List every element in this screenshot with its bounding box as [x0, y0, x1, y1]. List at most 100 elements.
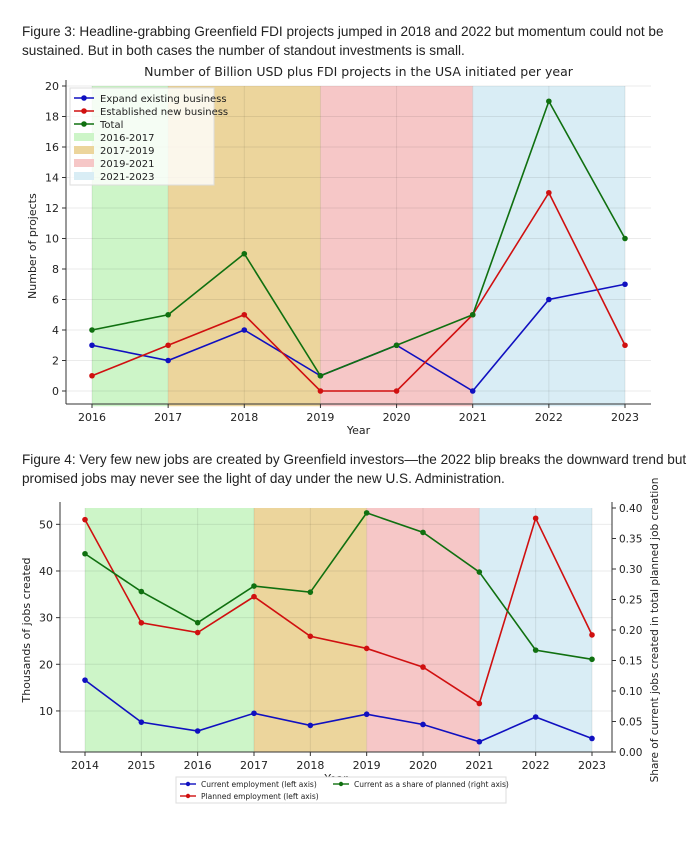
y-tick-label: 18 [45, 111, 59, 124]
y-tick-label: 0 [52, 385, 59, 398]
x-tick-label: 2020 [383, 411, 411, 424]
data-point [546, 296, 552, 303]
x-tick-label: 2019 [353, 759, 381, 772]
y-tick-label: 16 [45, 141, 59, 154]
y-tick-label: 20 [39, 658, 53, 671]
data-point [251, 710, 257, 717]
legend-swatch [74, 146, 94, 154]
data-point [241, 250, 248, 257]
legend-swatch [74, 133, 94, 141]
legend-swatch [74, 159, 94, 167]
span-0 [85, 508, 254, 752]
right-tick-label: 0.00 [619, 747, 642, 759]
chart-title: Number of Billion USD plus FDI projects … [144, 64, 574, 79]
data-point [622, 281, 628, 288]
data-point [532, 714, 539, 720]
data-point [194, 619, 201, 626]
data-point [138, 588, 145, 595]
legend-marker [81, 95, 87, 101]
data-point [194, 629, 201, 636]
right-axis-label: Share of current jobs created in total p… [649, 478, 661, 783]
data-point [82, 677, 88, 683]
right-tick-label: 0.40 [619, 503, 642, 515]
data-point [532, 647, 539, 653]
x-tick-label: 2018 [230, 411, 258, 424]
data-point [622, 342, 628, 349]
y-axis-label: Number of projects [26, 193, 39, 299]
y-tick-label: 12 [45, 202, 59, 215]
data-point [138, 619, 145, 626]
x-tick-label: 2021 [465, 759, 493, 772]
data-point [393, 342, 400, 349]
right-tick-label: 0.10 [619, 686, 642, 698]
data-point [363, 645, 370, 652]
series-line-2 [91, 99, 626, 377]
data-point [82, 516, 88, 523]
legend-label: Planned employment (left axis) [201, 792, 319, 801]
series-line-1 [91, 191, 626, 392]
x-tick-label: 2016 [184, 759, 212, 772]
legend-label: Established new business [100, 107, 228, 118]
y-tick-label: 10 [39, 705, 53, 718]
data-point [420, 529, 426, 536]
figure-4-caption: Figure 4: Very few new jobs are created … [22, 452, 687, 486]
data-point [307, 589, 314, 595]
data-point [317, 372, 324, 379]
legend-label: 2017-2019 [100, 146, 155, 157]
data-point [546, 98, 552, 105]
legend-box [69, 87, 215, 186]
data-point [622, 235, 628, 242]
data-point [589, 656, 595, 663]
legend-marker [338, 781, 344, 787]
right-tick-label: 0.25 [619, 595, 642, 607]
data-point [420, 721, 426, 728]
y-tick-label: 2 [52, 355, 59, 368]
y-axis-label: Thousands of jobs created [20, 557, 33, 703]
right-tick-label: 0.30 [619, 564, 642, 576]
data-point [476, 738, 483, 745]
span-2 [320, 86, 473, 407]
y-tick-label: 6 [52, 294, 59, 307]
x-tick-label: 2023 [578, 759, 606, 772]
data-point [241, 327, 248, 333]
data-point [165, 357, 171, 364]
data-point [241, 311, 248, 318]
data-point [138, 719, 145, 725]
data-point [165, 311, 171, 318]
legend-marker [185, 781, 191, 787]
figure-3-caption: Figure 3: Headline-grabbing Greenfield F… [22, 24, 664, 58]
right-tick-label: 0.35 [619, 534, 642, 546]
data-point [307, 722, 314, 729]
legend-marker [81, 121, 87, 127]
x-tick-label: 2016 [78, 411, 106, 424]
data-point [589, 632, 595, 638]
legend-marker [81, 108, 87, 114]
x-tick-label: 2023 [611, 411, 639, 424]
data-point [393, 388, 400, 394]
legend-label: 2019-2021 [100, 159, 155, 170]
legend-box [175, 776, 507, 804]
data-point [89, 327, 95, 333]
y-tick-label: 40 [39, 565, 53, 578]
data-point [363, 510, 370, 516]
x-axis-label: Year [346, 424, 371, 437]
data-point [82, 550, 88, 557]
y-tick-label: 50 [39, 518, 53, 531]
x-tick-label: 2019 [306, 411, 334, 424]
x-tick-label: 2022 [535, 411, 563, 424]
span-2 [366, 508, 480, 752]
data-point [307, 633, 314, 640]
y-tick-label: 14 [45, 172, 59, 185]
legend-label: 2016-2017 [100, 133, 155, 144]
chart-projects: 0 2 4 6 8 10 12 14 16 18 20 2016 2017 2018 2019 2020 202… [26, 64, 651, 437]
data-point [546, 189, 552, 196]
right-tick-label: 0.15 [619, 656, 642, 668]
series-line-0 [84, 679, 593, 743]
legend-marker [185, 793, 191, 799]
x-tick-label: 2017 [154, 411, 182, 424]
right-tick-label: 0.20 [619, 625, 642, 637]
x-tick-label: 2021 [459, 411, 487, 424]
data-point [532, 515, 539, 522]
x-tick-label: 2015 [127, 759, 155, 772]
